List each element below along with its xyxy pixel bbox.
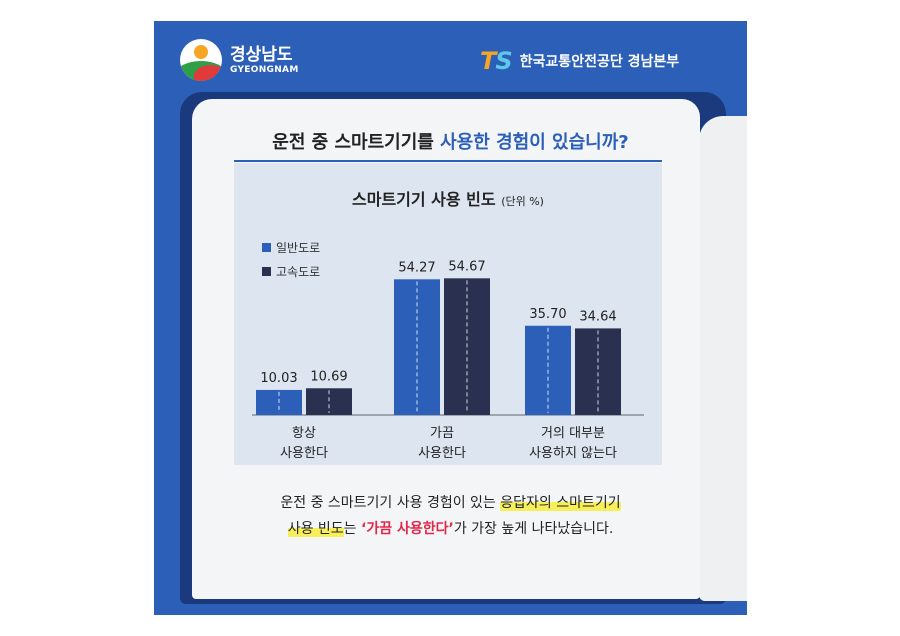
- chart-unit: (단위 %): [501, 195, 544, 208]
- legend-item-general-road: 일반도로: [262, 237, 320, 257]
- chart-title: 스마트기기 사용 빈도 (단위 %): [352, 190, 544, 209]
- gyeongnam-logo-korean: 경상남도: [230, 44, 293, 65]
- ts-logo: TS 한국교통안전공단 경남본부: [480, 47, 679, 75]
- data-label-general-2: 35.70: [529, 307, 566, 322]
- infographic-card: 경상남도 GYEONGNAM TS 한국교통안전공단 경남본부 운전 중 스마트…: [154, 21, 747, 615]
- chart-legend: 일반도로 고속도로: [262, 237, 320, 285]
- category-label-1-0: 가끔: [430, 426, 454, 441]
- ts-mark-icon: TS: [480, 47, 513, 75]
- legend-item-highway: 고속도로: [262, 261, 320, 281]
- legend-swatch-highway: [262, 266, 271, 276]
- legend-label-highway: 고속도로: [276, 264, 321, 279]
- category-label-0-0: 항상: [292, 426, 316, 441]
- data-label-highway-0: 10.69: [310, 369, 347, 384]
- book-right-page: [699, 116, 747, 601]
- gyeongnam-logo-english: GYEONGNAM: [230, 64, 299, 75]
- category-label-1-1: 사용한다: [418, 446, 466, 461]
- legend-swatch-general: [262, 242, 271, 252]
- category-label-2-0: 거의 대부분: [541, 426, 605, 441]
- gyeongnam-logo: 경상남도 GYEONGNAM: [180, 39, 299, 81]
- question-underline: [234, 160, 662, 162]
- summary-line-1: 운전 중 스마트기기 사용 경험이 있는 응답자의 스마트기기: [280, 495, 621, 511]
- summary-line-2: 사용 빈도는 ‘가끔 사용한다’가 가장 높게 나타났습니다.: [287, 521, 614, 537]
- data-label-highway-1: 54.67: [448, 259, 485, 274]
- ts-org-name: 한국교통안전공단 경남본부: [519, 54, 680, 70]
- survey-question: 운전 중 스마트기기를 사용한 경험이 있습니까?: [272, 132, 629, 153]
- data-label-highway-2: 34.64: [579, 309, 616, 324]
- category-label-2-1: 사용하지 않는다: [529, 446, 617, 461]
- data-label-general-1: 54.27: [398, 260, 435, 275]
- legend-label-general: 일반도로: [276, 240, 321, 255]
- data-label-general-0: 10.03: [260, 371, 297, 386]
- summary-text: 운전 중 스마트기기 사용 경험이 있는 응답자의 스마트기기 사용 빈도는 ‘…: [154, 490, 747, 542]
- gyeongnam-emblem-icon: [180, 39, 222, 81]
- category-label-0-1: 사용한다: [280, 446, 328, 461]
